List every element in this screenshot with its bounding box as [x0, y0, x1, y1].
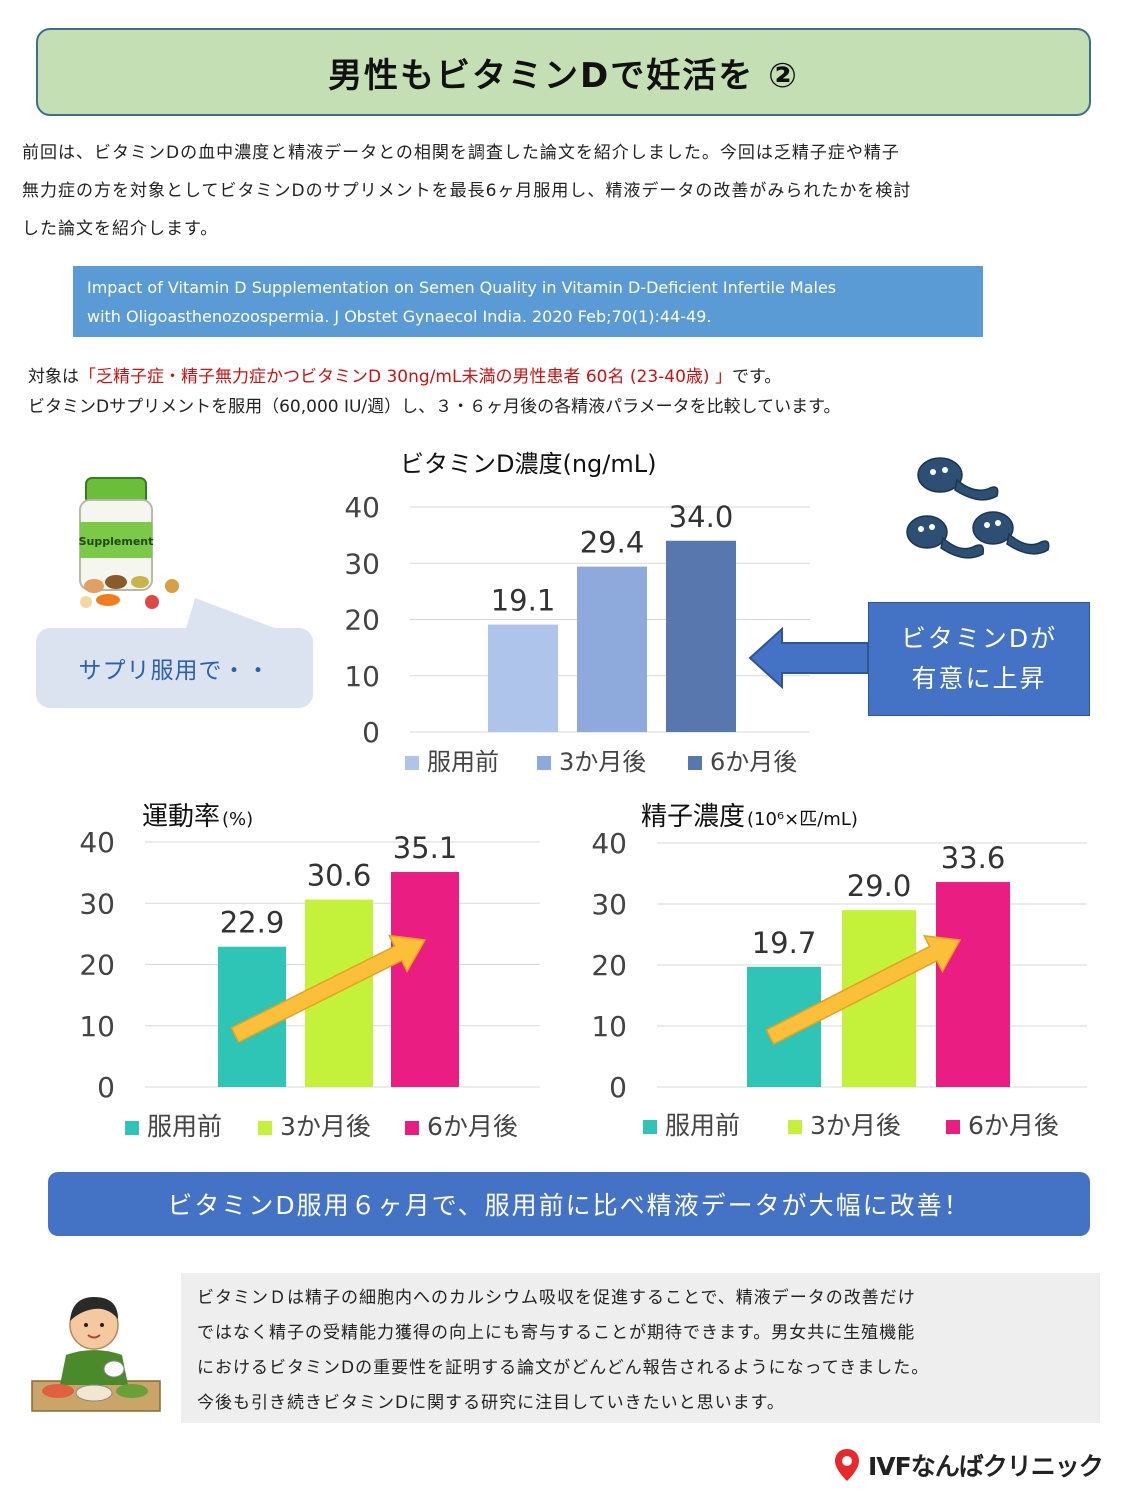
callout-arrow-icon: [748, 627, 869, 689]
data-label: 29.4: [580, 526, 645, 560]
trend-arrow-shape: [765, 934, 962, 1046]
trend-arrow-shape: [230, 934, 427, 1044]
data-label: 34.0: [669, 500, 734, 534]
y-tick-label: 20: [344, 604, 380, 637]
data-label: 22.9: [220, 906, 285, 940]
data-label: 35.1: [393, 831, 458, 865]
bar-3: [391, 872, 459, 1087]
chart-title-unit: (10⁶×匹/mL): [747, 809, 858, 830]
chart-title: 精子濃度: [641, 802, 745, 832]
citation-line: Impact of Vitamin D Supplementation on S…: [87, 278, 837, 297]
callout-box: ビタミンDが 有意に上昇: [868, 602, 1090, 716]
intro-line: 前回は、ビタミンDの血中濃度と精液データとの相関を調査した論文を紹介しました。今…: [22, 143, 900, 163]
y-tick-label: 10: [79, 1010, 115, 1043]
vitamin-d-chart: ビタミンD濃度(ng/mL) 0 10 20 30 40 19.1 29.4 34.0 服用前 3か…: [344, 450, 810, 776]
logo-text: IVFなんばクリニック: [868, 1452, 1104, 1481]
chart-title: ビタミンD濃度(ng/mL): [400, 450, 657, 478]
subject-text: 対象は「乏精子症・精子無力症かつビタミンD 30ng/mL未満の男性患者 60名…: [28, 362, 781, 392]
y-tick-label: 20: [591, 949, 627, 982]
legend-swatch: [643, 1120, 657, 1134]
intro-line: した論文を紹介します。: [22, 219, 219, 239]
bar-1: [488, 624, 558, 732]
citation-box: Impact of Vitamin D Supplementation on S…: [73, 266, 983, 337]
legend-swatch: [125, 1121, 139, 1135]
bar-3: [936, 882, 1010, 1087]
title-banner: 男性もビタミンDで妊活を ②: [36, 28, 1091, 116]
legend-swatch: [946, 1120, 960, 1134]
legend-swatch: [788, 1120, 802, 1134]
legend-label: 3か月後: [559, 748, 646, 776]
trend-arrow-icon: [230, 934, 427, 1044]
bar-3: [666, 540, 736, 732]
y-tick-label: 10: [344, 660, 380, 693]
legend-swatch: [405, 756, 419, 770]
legend-label: 服用前: [147, 1112, 222, 1141]
legend-swatch: [405, 1121, 419, 1135]
subject-highlight: 「乏精子症・精子無力症かつビタミンD 30ng/mL未満の男性患者 60名 (2…: [79, 367, 732, 387]
legend-label: 6か月後: [427, 1112, 518, 1141]
y-tick-label: 30: [591, 888, 627, 921]
location-pin-icon: [835, 1449, 859, 1481]
data-label: 29.0: [847, 869, 912, 903]
legend-swatch: [537, 756, 551, 770]
intro-line: 無力症の方を対象としてビタミンDのサプリメントを最長6ヶ月服用し、精液データの改…: [22, 181, 912, 201]
legend-label: 3か月後: [280, 1112, 371, 1141]
y-tick-label: 40: [79, 826, 115, 859]
speech-bubble: サプリ服用で・・: [36, 628, 313, 708]
legend-swatch: [688, 756, 702, 770]
data-label: 19.1: [491, 584, 556, 618]
citation-line: with Oligoasthenozoospermia. J Obstet Gy…: [87, 307, 712, 326]
note-line: 今後も引き続きビタミンDに関する研究に注目していきたいと思います。: [197, 1393, 785, 1413]
data-label: 30.6: [307, 859, 372, 893]
conclusion-text: ビタミンD服用６ヶ月で、服用前に比べ精液データが大幅に改善！: [167, 1191, 971, 1220]
trend-arrow-icon: [765, 934, 962, 1046]
y-tick-label: 30: [79, 887, 115, 920]
conclusion-banner: ビタミンD服用６ヶ月で、服用前に比べ精液データが大幅に改善！: [48, 1172, 1090, 1236]
sperm-illustration-icon: [906, 457, 1050, 559]
chart-title: 運動率: [142, 802, 220, 832]
note-line: におけるビタミンDの重要性を証明する論文がどんどん報告されるようになってきました…: [197, 1358, 930, 1378]
chart-title-unit: (%): [222, 809, 253, 830]
data-label: 33.6: [941, 841, 1006, 875]
y-tick-label: 0: [609, 1071, 627, 1104]
data-label: 19.7: [752, 926, 817, 960]
y-tick-label: 30: [344, 547, 380, 580]
legend-label: 6か月後: [710, 748, 797, 776]
callout-line: ビタミンDが: [900, 624, 1058, 653]
y-tick-label: 40: [344, 491, 380, 524]
note-line: ではなく精子の受精能力獲得の向上にも寄与することが期待できます。男女共に生殖機能: [197, 1323, 916, 1343]
page-title: 男性もビタミンDで妊活を ②: [328, 55, 799, 96]
motility-chart: 運動率 (%) 0 10 20 30 40 22.9 30.6 35.1 服用前 3か月後 6か月後: [79, 802, 540, 1141]
note-line: ビタミンＤは精子の細胞内へのカルシウム吸収を促進することで、精液データの改善だけ: [197, 1288, 916, 1308]
y-tick-label: 0: [362, 716, 380, 749]
subject-prefix: 対象は: [28, 367, 79, 387]
subject-suffix: です。: [731, 367, 782, 387]
sperm-concentration-chart: 精子濃度 (10⁶×匹/mL) 0 10 20 30 40 19.7 29.0 33.6 服用前 3か…: [591, 802, 1087, 1140]
method-text: ビタミンDサプリメントを服用（60,000 IU/週）し、３・６ヶ月後の各精液パ…: [28, 397, 841, 417]
intro-paragraph: 前回は、ビタミンDの血中濃度と精液データとの相関を調査した論文を紹介しました。今…: [22, 134, 1107, 248]
legend-label: 服用前: [665, 1111, 740, 1140]
y-tick-label: 40: [591, 827, 627, 860]
supplement-label: Supplement: [79, 535, 154, 548]
bubble-tail: [185, 598, 285, 632]
supplement-bottle-icon: Supplement: [79, 477, 179, 609]
bubble-text: サプリ服用で・・: [78, 658, 271, 684]
clinic-logo: IVFなんばクリニック: [834, 1447, 1104, 1483]
legend-label: 服用前: [427, 748, 499, 776]
note-box: ビタミンＤは精子の細胞内へのカルシウム吸収を促進することで、精液データの改善だけ…: [181, 1273, 1100, 1423]
y-tick-label: 20: [79, 949, 115, 982]
legend-label: 6か月後: [968, 1111, 1059, 1140]
callout-line: 有意に上昇: [911, 664, 1047, 693]
legend-label: 3か月後: [810, 1111, 901, 1140]
man-eating-illustration-icon: [31, 1297, 161, 1412]
bar-2: [577, 566, 647, 732]
y-tick-label: 0: [97, 1071, 115, 1104]
y-tick-label: 10: [591, 1010, 627, 1043]
legend-swatch: [258, 1121, 272, 1135]
